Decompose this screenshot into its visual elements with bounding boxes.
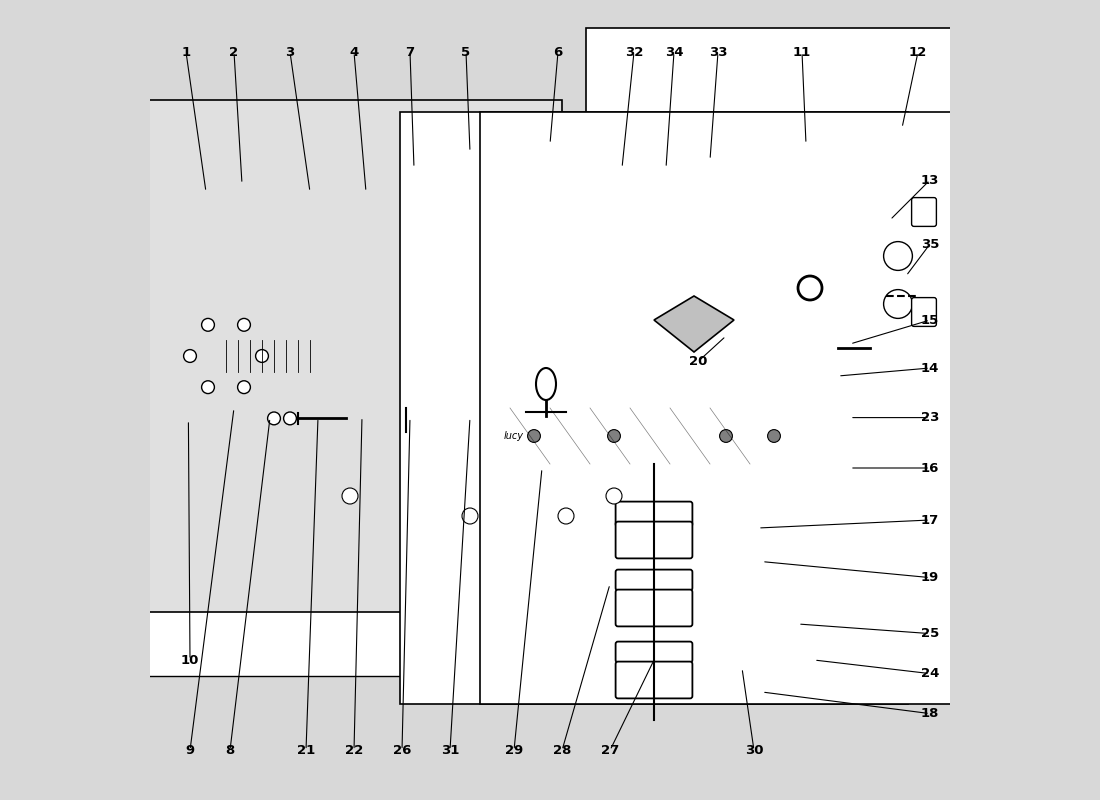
Circle shape — [201, 381, 214, 394]
Ellipse shape — [536, 368, 556, 400]
Text: 33: 33 — [708, 46, 727, 58]
FancyBboxPatch shape — [616, 662, 692, 698]
Text: 26: 26 — [393, 744, 411, 757]
Circle shape — [255, 350, 268, 362]
Circle shape — [284, 412, 296, 425]
Text: 2: 2 — [230, 46, 239, 58]
Text: 12: 12 — [909, 46, 927, 58]
FancyBboxPatch shape — [616, 522, 692, 558]
Text: 8: 8 — [226, 744, 234, 757]
Polygon shape — [486, 408, 830, 464]
FancyBboxPatch shape — [616, 642, 692, 662]
Text: 19: 19 — [921, 571, 939, 584]
FancyBboxPatch shape — [586, 28, 1098, 548]
Text: 30: 30 — [745, 744, 763, 757]
Text: 17: 17 — [921, 514, 939, 526]
Text: 11: 11 — [793, 46, 811, 58]
Polygon shape — [646, 208, 854, 424]
Text: 25: 25 — [921, 627, 939, 640]
Circle shape — [558, 508, 574, 524]
FancyBboxPatch shape — [0, 100, 562, 612]
Circle shape — [883, 242, 912, 270]
Text: 35: 35 — [921, 238, 939, 250]
Text: 3: 3 — [285, 46, 295, 58]
Text: 18: 18 — [921, 707, 939, 720]
FancyBboxPatch shape — [90, 128, 666, 676]
Text: 23: 23 — [921, 411, 939, 424]
Text: 34: 34 — [664, 46, 683, 58]
Text: 27: 27 — [601, 744, 619, 757]
FancyBboxPatch shape — [616, 590, 692, 626]
Circle shape — [342, 488, 358, 504]
Polygon shape — [654, 296, 734, 352]
Text: eurospares: eurospares — [185, 314, 466, 358]
Circle shape — [462, 508, 478, 524]
Text: 5: 5 — [461, 46, 471, 58]
Polygon shape — [854, 200, 926, 344]
FancyBboxPatch shape — [616, 502, 692, 526]
Circle shape — [883, 290, 912, 318]
Text: lucy: lucy — [504, 431, 524, 441]
Circle shape — [768, 430, 780, 442]
Text: 31: 31 — [441, 744, 459, 757]
Circle shape — [606, 488, 621, 504]
Text: 13: 13 — [921, 174, 939, 186]
FancyBboxPatch shape — [399, 112, 909, 704]
Text: 7: 7 — [406, 46, 415, 58]
Text: 1: 1 — [182, 46, 190, 58]
FancyBboxPatch shape — [0, 106, 466, 606]
Text: 9: 9 — [186, 744, 195, 757]
FancyBboxPatch shape — [912, 198, 936, 226]
Circle shape — [184, 350, 197, 362]
Text: 20: 20 — [689, 355, 707, 368]
Circle shape — [607, 430, 620, 442]
Text: 4: 4 — [350, 46, 359, 58]
Text: 10: 10 — [180, 654, 199, 666]
Circle shape — [238, 318, 251, 331]
Polygon shape — [310, 128, 726, 536]
FancyBboxPatch shape — [912, 298, 936, 326]
FancyBboxPatch shape — [480, 112, 989, 704]
Circle shape — [719, 430, 733, 442]
Text: 24: 24 — [921, 667, 939, 680]
Text: 28: 28 — [553, 744, 571, 757]
Text: 21: 21 — [297, 744, 315, 757]
Text: eurospares: eurospares — [505, 474, 786, 518]
Text: 22: 22 — [345, 744, 363, 757]
Text: 16: 16 — [921, 462, 939, 474]
FancyBboxPatch shape — [616, 570, 692, 590]
Circle shape — [267, 412, 280, 425]
Text: 15: 15 — [921, 314, 939, 326]
Circle shape — [528, 430, 540, 442]
Text: 14: 14 — [921, 362, 939, 374]
Text: 29: 29 — [505, 744, 524, 757]
Circle shape — [174, 304, 278, 408]
Text: 6: 6 — [553, 46, 562, 58]
Text: 32: 32 — [625, 46, 644, 58]
Circle shape — [238, 381, 251, 394]
Circle shape — [201, 318, 214, 331]
